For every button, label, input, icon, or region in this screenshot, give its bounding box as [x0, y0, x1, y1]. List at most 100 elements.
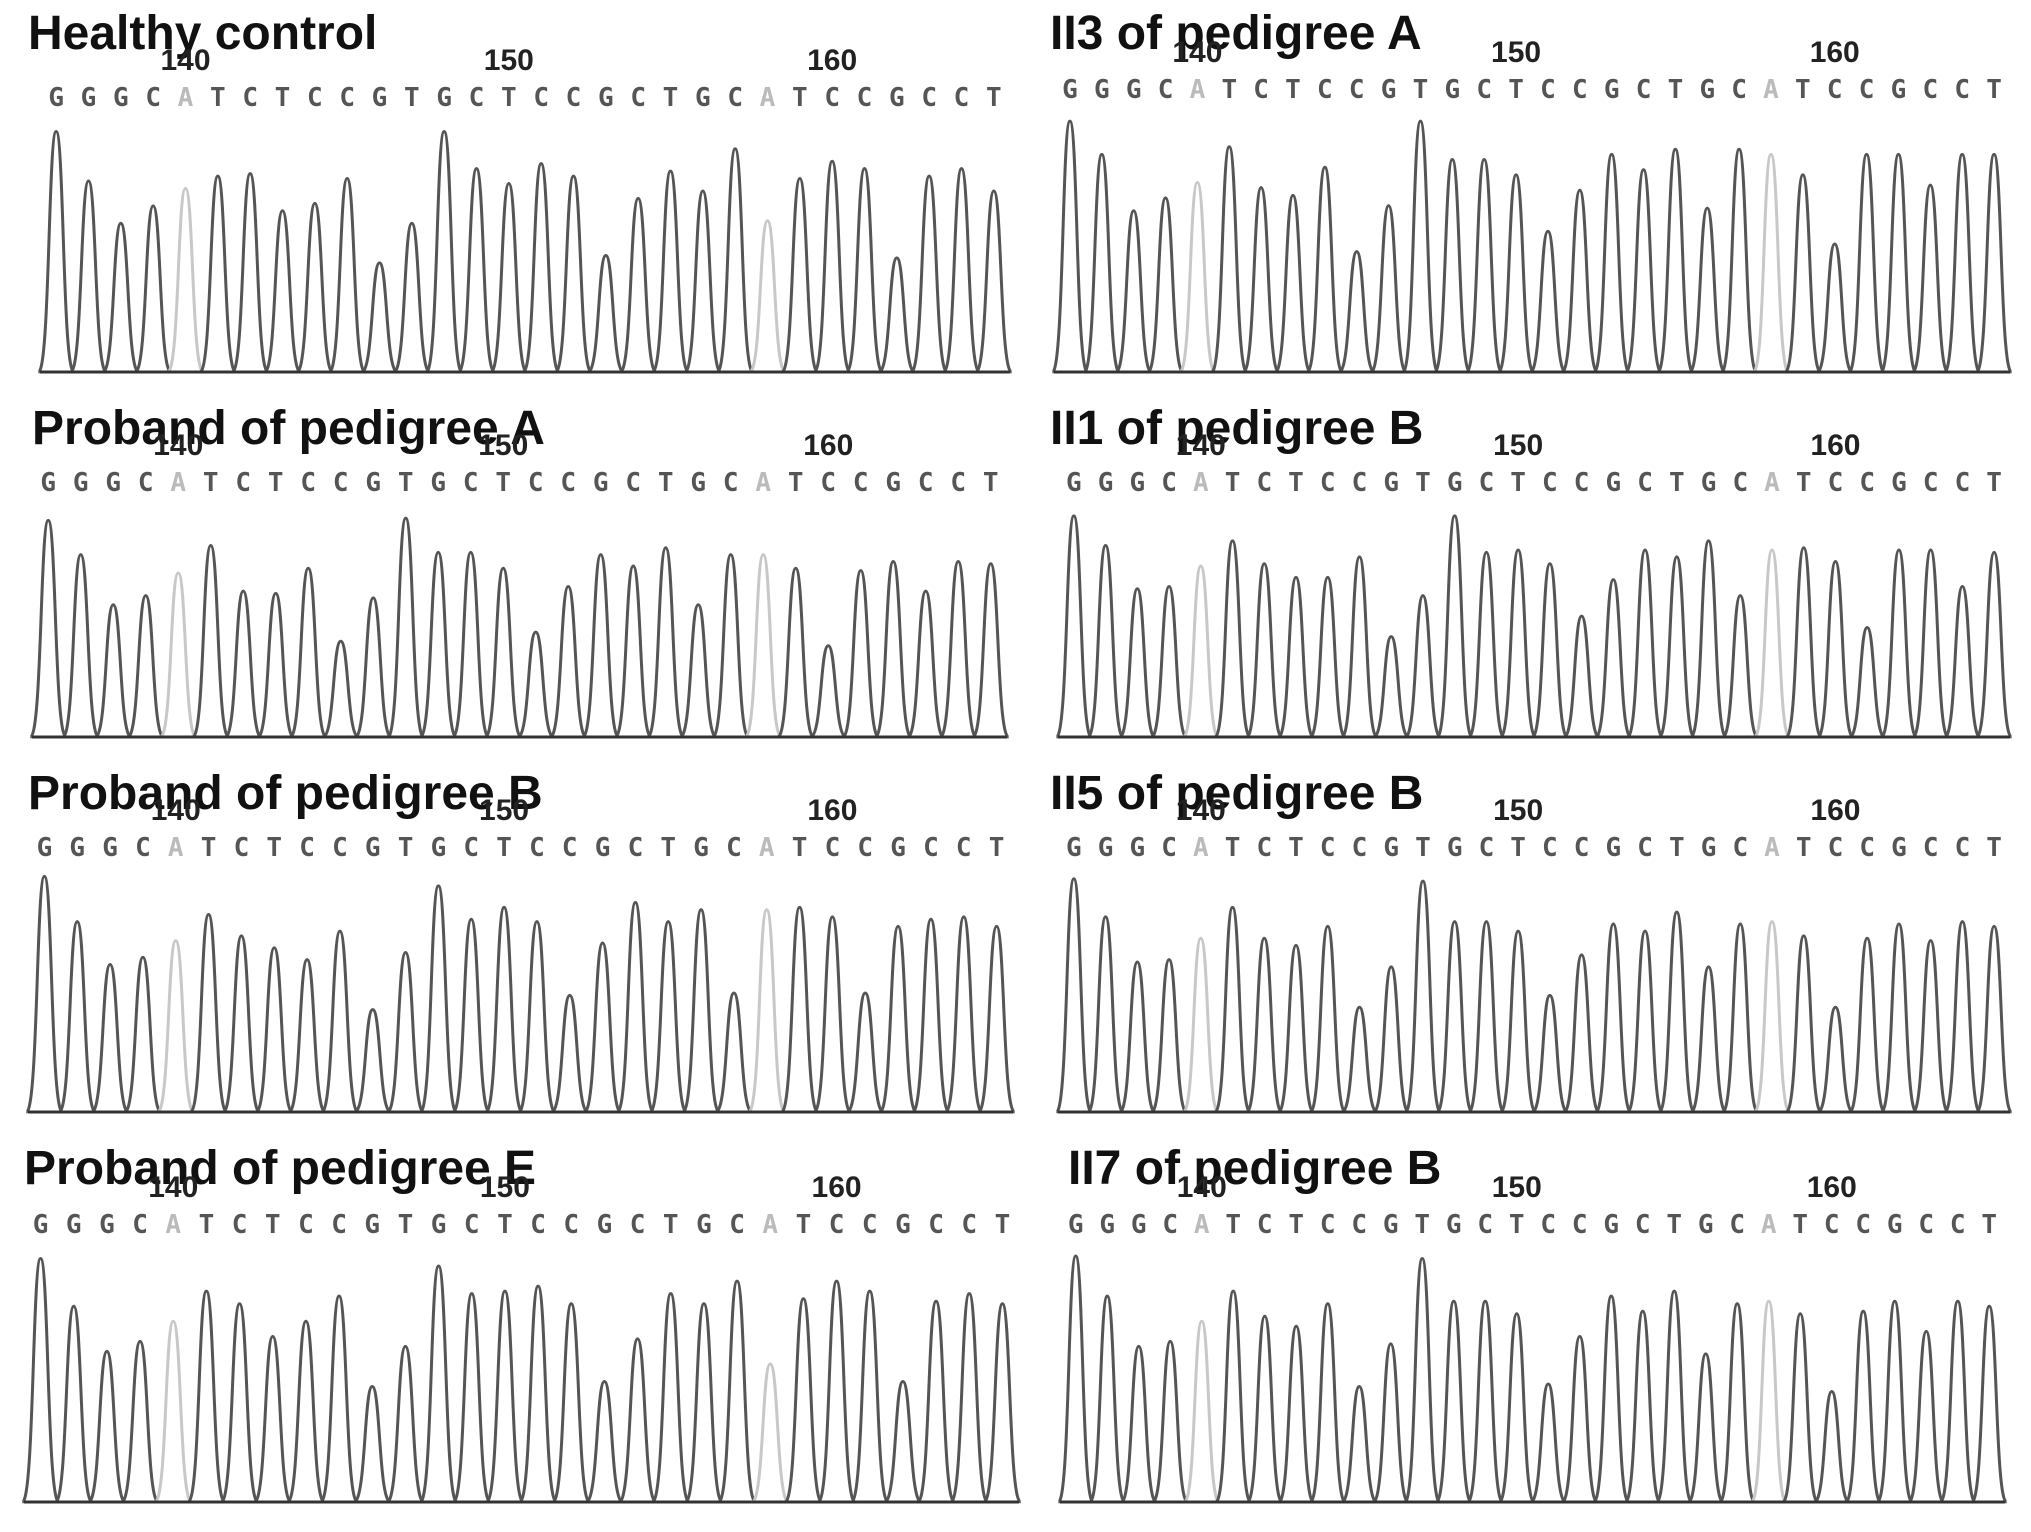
base-call-letter: G	[1062, 75, 1078, 105]
base-call-letter: A	[1190, 75, 1206, 105]
trace-peak	[1689, 965, 1728, 1114]
base-call-letter: C	[1923, 468, 1939, 498]
base-call-letter: C	[829, 1210, 845, 1240]
trace-peak	[812, 159, 852, 374]
base-call-letter: C	[1253, 75, 1269, 105]
trace-peak	[748, 219, 787, 374]
base-call-letter: C	[923, 833, 939, 863]
trace-peak	[1245, 1314, 1284, 1504]
trace-peak	[69, 179, 108, 374]
base-call-letter: T	[792, 83, 808, 113]
base-call-letter: G	[1891, 75, 1907, 105]
trace-peak	[646, 546, 686, 739]
trace-peak	[1308, 575, 1347, 739]
base-call-letter: A	[1764, 833, 1780, 863]
trace-peak	[457, 167, 496, 374]
position-label: 140	[1176, 1171, 1227, 1204]
trace-peak	[776, 566, 816, 739]
base-call-letter: G	[73, 468, 89, 498]
base-call-letter: C	[135, 833, 151, 863]
base-call-letter: C	[1635, 1210, 1651, 1240]
trace-peak	[812, 915, 852, 1114]
trace-peak	[1529, 1382, 1568, 1504]
trace-peak	[551, 1302, 591, 1504]
position-label: 140	[160, 44, 211, 77]
trace-peak	[1720, 147, 1759, 374]
base-call-letter: C	[1317, 75, 1333, 105]
base-call-letter: A	[1763, 75, 1779, 105]
trace-peak	[1753, 548, 1791, 739]
base-call-letter: G	[1383, 1210, 1399, 1240]
panel-ii5-pedigree-b: II5 of pedigree B 140 150 160 G G G C A T C T C C G T G…	[1050, 770, 2014, 1130]
trace-peak	[198, 174, 238, 374]
trace-peak	[1686, 1352, 1725, 1504]
base-call-letter: C	[1954, 75, 1970, 105]
trace-peak	[360, 261, 399, 374]
base-call-letter: C	[950, 468, 966, 498]
base-call-letter: T	[658, 468, 674, 498]
base-call-letter: G	[1603, 1210, 1619, 1240]
base-call-letter: T	[1225, 833, 1241, 863]
base-call-letter: T	[1221, 75, 1237, 105]
base-call-letter: G	[1094, 75, 1110, 105]
base-call-letter: T	[1986, 468, 2002, 498]
base-call-letter: C	[235, 468, 251, 498]
trace-peak	[750, 1362, 790, 1504]
base-call-letter: C	[307, 83, 323, 113]
trace-peak	[353, 1008, 393, 1114]
trace-peak	[615, 901, 655, 1114]
position-label: 140	[153, 429, 204, 462]
trace-peak	[20, 1257, 61, 1504]
panel-proband-pedigree-e: Proband of pedigree E 140 150 160 G G G C A T C T C…	[20, 1145, 1023, 1520]
base-call-letter: C	[1572, 75, 1588, 105]
trace-peak	[1401, 119, 1440, 374]
trace-peak	[386, 951, 426, 1114]
base-call-letter: C	[232, 1210, 248, 1240]
trace-peak	[1938, 1299, 1977, 1504]
base-call-letter: C	[1729, 1210, 1745, 1240]
trace-peak	[1369, 204, 1408, 374]
trace-peak	[911, 917, 951, 1114]
trace-peak	[489, 182, 529, 374]
trace-peak	[126, 594, 166, 739]
trace-peak	[1404, 594, 1442, 739]
base-call-letter: A	[760, 83, 776, 113]
base-call-letter: T	[1414, 1210, 1430, 1240]
trace-peak	[386, 516, 426, 739]
base-call-letter: C	[1320, 468, 1336, 498]
trace-peak	[418, 884, 458, 1114]
base-call-letter: T	[1796, 833, 1812, 863]
base-call-letter: T	[663, 83, 679, 113]
trace-peak	[878, 924, 918, 1114]
panel-healthy-control: Healthy control 140 150 160 G G G C A T C T C C G T G C T…	[28, 10, 1014, 390]
base-call-letter: C	[1574, 468, 1590, 498]
base-call-letter: C	[138, 468, 154, 498]
trace-peak	[683, 189, 723, 374]
base-call-letter: T	[495, 468, 511, 498]
panel-proband-pedigree-a: Proband of pedigree A 140 150 160 G G G C A T C T C…	[28, 405, 1011, 750]
base-call-letter: C	[1732, 833, 1748, 863]
base-call-letter: G	[1447, 833, 1463, 863]
trace-peak	[1784, 546, 1823, 739]
trace-peak	[909, 174, 949, 374]
base-call-letter: T	[1666, 1210, 1682, 1240]
base-call-letter: T	[199, 1210, 215, 1240]
base-call-letter: C	[331, 1210, 347, 1240]
trace-peak	[1056, 1254, 1095, 1504]
trace-peak	[581, 553, 621, 739]
trace-peak	[1277, 1324, 1316, 1504]
trace-peak	[971, 562, 1011, 739]
panel-ii1-pedigree-b: II1 of pedigree B 140 150 160 G G G C A T C T C C G T G…	[1050, 405, 2014, 750]
base-call-letter: A	[759, 833, 775, 863]
trace-peak	[1562, 614, 1601, 739]
trace-peak	[982, 1302, 1023, 1504]
trace-peak	[123, 955, 163, 1114]
base-call-letter: G	[1698, 1210, 1714, 1240]
base-call-letter: C	[1256, 833, 1272, 863]
trace-peak	[424, 129, 464, 374]
position-label: 150	[483, 44, 534, 77]
trace-peak	[715, 147, 755, 374]
